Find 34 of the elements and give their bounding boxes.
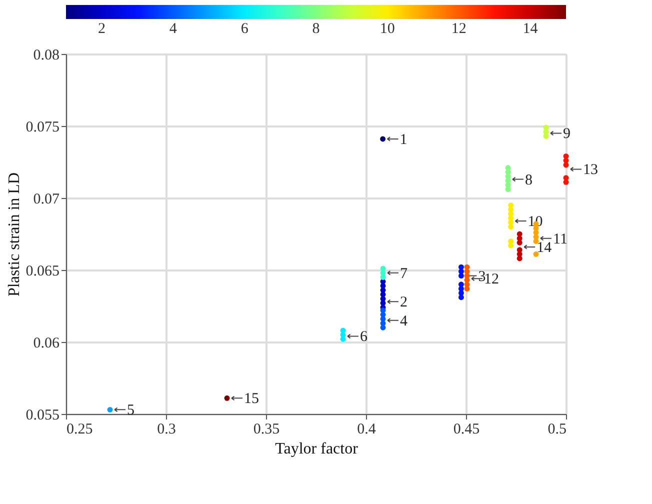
y-tick-label: 0.07 (33, 192, 60, 208)
y-tick-label: 0.065 (26, 264, 60, 280)
color-bar-label: 10 (380, 21, 395, 37)
x-tick-label: 0.45 (453, 422, 480, 438)
annotation: 1 (400, 132, 408, 148)
x-tick-label: 0.35 (253, 422, 280, 438)
x-tick-label: 0.3 (157, 422, 176, 438)
annotation: 9 (563, 126, 570, 142)
annotation: 4 (400, 313, 408, 330)
annotation: 12 (484, 272, 499, 288)
color-bar-label: 12 (451, 21, 466, 37)
annotation: 13 (583, 162, 598, 178)
annotation: 6 (360, 329, 368, 346)
annotation: 2 (400, 294, 408, 311)
annotation: 7 (400, 266, 408, 282)
annotation: 8 (525, 172, 532, 188)
annotation: 3 (478, 268, 486, 285)
annotation: 11 (553, 231, 568, 248)
x-tick-label: 0.4 (357, 422, 376, 438)
annotation: 14 (536, 240, 552, 256)
annotation: 15 (244, 391, 259, 408)
y-tick-label: 0.08 (33, 48, 60, 64)
x-tick-label: 0.5 (548, 422, 566, 438)
color-bar-label: 4 (169, 21, 178, 37)
y-tick-label: 0.055 (26, 408, 60, 424)
color-bar-label: 6 (240, 21, 249, 37)
y-axis-title: Plastic strain in LD (6, 172, 23, 296)
color-bar-label: 14 (522, 21, 538, 37)
y-tick-label: 0.06 (33, 336, 60, 352)
y-tick-label: 0.075 (26, 120, 60, 136)
x-axis-title: Taylor factor (275, 440, 359, 458)
color-bar-label: 8 (312, 21, 320, 37)
color-bar-label: 2 (98, 21, 106, 37)
x-tick-label: 0.25 (66, 422, 93, 438)
